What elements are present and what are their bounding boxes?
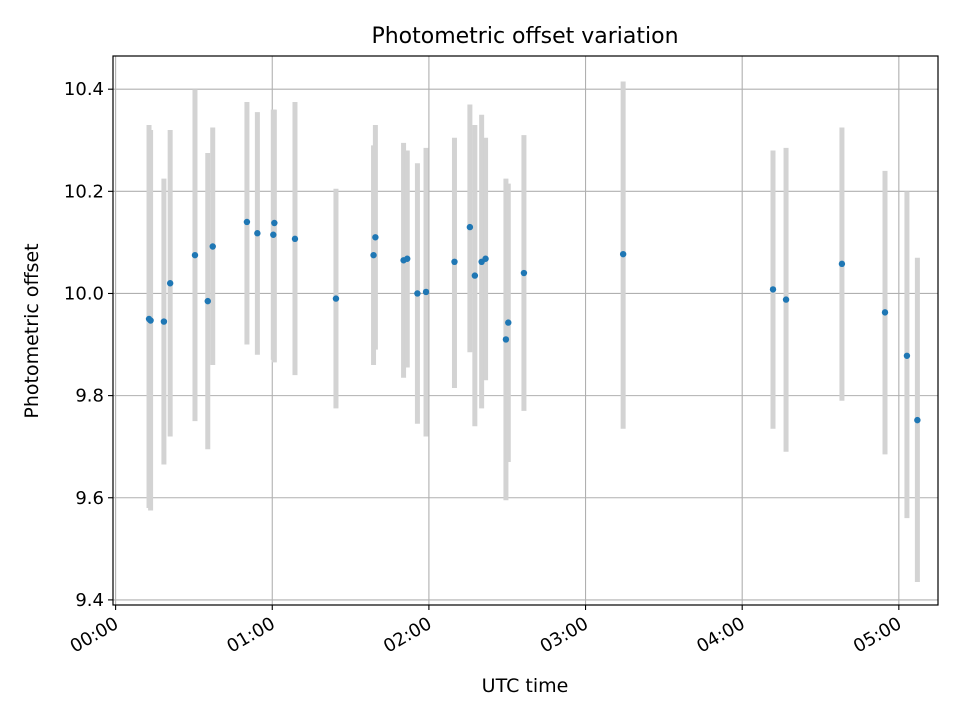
data-point bbox=[271, 219, 278, 227]
data-point bbox=[914, 416, 921, 424]
data-point bbox=[881, 309, 889, 316]
data-point bbox=[619, 250, 627, 258]
data-point bbox=[372, 234, 379, 241]
y-tick-label: 9.4 bbox=[75, 590, 104, 611]
data-point bbox=[209, 243, 216, 250]
data-point bbox=[769, 286, 777, 293]
y-tick-label: 9.6 bbox=[75, 488, 104, 509]
data-point bbox=[482, 255, 489, 262]
data-point bbox=[191, 251, 199, 259]
data-point bbox=[502, 336, 510, 343]
data-point bbox=[160, 318, 168, 325]
data-point bbox=[291, 235, 299, 243]
chart-title: Photometric offset variation bbox=[371, 24, 678, 49]
data-point bbox=[903, 352, 911, 359]
data-point bbox=[147, 317, 154, 324]
y-axis-label: Photometric offset bbox=[21, 243, 43, 418]
data-point bbox=[270, 231, 277, 238]
data-point bbox=[838, 260, 846, 268]
data-points bbox=[145, 218, 921, 424]
data-point bbox=[204, 297, 211, 305]
data-point bbox=[332, 295, 340, 302]
x-axis-label: UTC time bbox=[482, 675, 569, 697]
data-point bbox=[451, 258, 458, 266]
data-point bbox=[422, 288, 430, 296]
y-tick-label: 10.2 bbox=[64, 181, 104, 202]
y-axis-ticks: 9.4 9.6 9.8 10.0 10.2 10.4 bbox=[64, 79, 113, 611]
data-point bbox=[782, 296, 790, 303]
data-point bbox=[471, 272, 479, 279]
data-point bbox=[466, 223, 474, 231]
data-point bbox=[166, 280, 174, 287]
data-point bbox=[505, 319, 512, 326]
y-tick-label: 10.4 bbox=[64, 79, 104, 100]
data-point bbox=[414, 290, 421, 297]
data-point bbox=[520, 269, 528, 277]
data-point bbox=[254, 230, 261, 237]
data-point bbox=[404, 255, 411, 262]
data-point bbox=[370, 251, 377, 259]
y-tick-label: 9.8 bbox=[75, 386, 104, 407]
y-tick-label: 10.0 bbox=[64, 283, 104, 304]
data-point bbox=[243, 218, 251, 226]
plot-area-frame bbox=[112, 55, 939, 606]
